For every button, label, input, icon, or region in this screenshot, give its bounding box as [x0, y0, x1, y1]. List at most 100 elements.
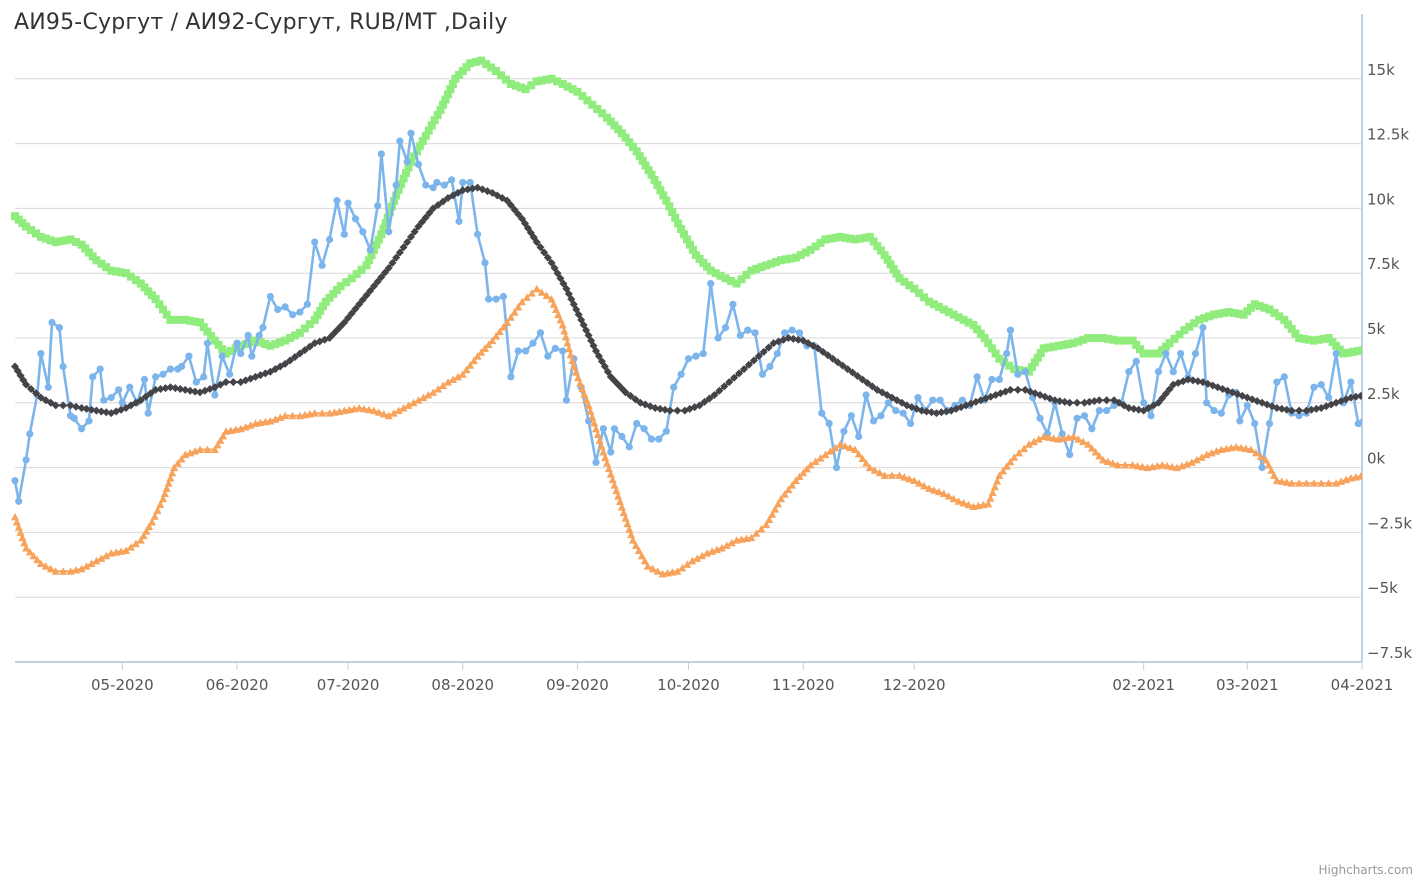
data-point [159, 305, 168, 314]
data-point [637, 551, 646, 560]
data-point [441, 95, 450, 104]
data-point [514, 302, 523, 311]
data-point [142, 527, 151, 535]
data-point [892, 406, 900, 415]
data-point [27, 226, 36, 234]
data-point [351, 215, 360, 223]
data-point [487, 63, 496, 72]
data-point [1246, 445, 1255, 453]
data-point [1386, 429, 1394, 437]
data-point [156, 500, 165, 509]
credits-link[interactable]: Highcharts.com [1318, 863, 1413, 877]
data-point [51, 401, 60, 410]
data-point [313, 311, 322, 320]
data-point [477, 348, 486, 356]
data-point [1325, 394, 1333, 402]
data-point [880, 251, 889, 260]
data-point [27, 384, 36, 393]
data-point [271, 340, 280, 349]
data-point [385, 208, 394, 217]
data-point [582, 395, 591, 404]
data-point [210, 336, 219, 345]
data-point [984, 339, 993, 348]
data-point [288, 411, 297, 420]
data-point [255, 331, 263, 340]
data-point [900, 277, 909, 286]
data-point [1346, 393, 1355, 402]
data-point [668, 208, 677, 217]
data-point [1165, 385, 1174, 394]
data-point [925, 484, 934, 492]
data-point [481, 259, 489, 267]
data-point [1295, 479, 1304, 487]
data-point [565, 344, 574, 353]
data-point [1234, 309, 1243, 318]
data-point [801, 248, 810, 257]
data-point [51, 567, 60, 575]
data-point [1069, 432, 1078, 440]
data-point [211, 391, 219, 399]
data-point [934, 487, 943, 496]
data-point [61, 236, 70, 245]
data-point [580, 390, 589, 398]
y-tick-label: −5k [1367, 579, 1398, 597]
data-point [311, 238, 319, 246]
data-point [939, 305, 948, 314]
data-point [462, 365, 471, 374]
data-point [358, 295, 367, 304]
data-point [583, 96, 592, 105]
data-point [1411, 423, 1419, 431]
data-point [716, 271, 725, 280]
data-point [1317, 479, 1326, 487]
data-point [1187, 458, 1196, 466]
data-point [677, 225, 686, 234]
data-point [767, 259, 776, 268]
data-point [44, 383, 52, 391]
data-point [993, 477, 1002, 485]
data-point [1421, 420, 1427, 428]
data-point [969, 321, 978, 330]
data-point [964, 500, 973, 509]
data-point [858, 375, 867, 384]
data-point [216, 436, 225, 444]
data-point [939, 489, 948, 498]
data-point [958, 396, 966, 404]
data-point [751, 329, 759, 337]
data-point [146, 389, 155, 398]
data-point [759, 347, 768, 356]
data-point [379, 410, 388, 418]
data-point [995, 354, 1004, 363]
data-point [865, 463, 874, 472]
data-point [550, 264, 559, 273]
data-point [806, 245, 815, 254]
data-point [1295, 334, 1304, 342]
data-point [1158, 394, 1167, 403]
y-tick-label: 5k [1367, 320, 1386, 338]
data-point [537, 76, 546, 85]
data-point [82, 404, 91, 413]
data-point [1232, 442, 1241, 451]
data-point [1256, 452, 1265, 460]
x-tick-label: 11-2020 [772, 676, 835, 694]
data-point [1065, 398, 1074, 407]
data-point [566, 350, 575, 359]
data-point [608, 475, 617, 484]
data-point [463, 185, 472, 194]
data-point [503, 318, 512, 326]
data-point [1084, 334, 1093, 342]
data-point [210, 445, 219, 453]
data-point [418, 137, 427, 146]
data-point [1055, 397, 1064, 406]
data-point [1095, 396, 1104, 405]
data-point [92, 406, 101, 415]
data-point [781, 255, 790, 264]
data-point [281, 411, 290, 420]
data-point [29, 551, 38, 560]
data-point [296, 308, 304, 316]
data-point [177, 454, 186, 463]
data-point [588, 100, 597, 109]
data-point [473, 352, 482, 360]
data-point [771, 505, 780, 513]
data-point [635, 152, 644, 161]
data-point [665, 202, 674, 211]
